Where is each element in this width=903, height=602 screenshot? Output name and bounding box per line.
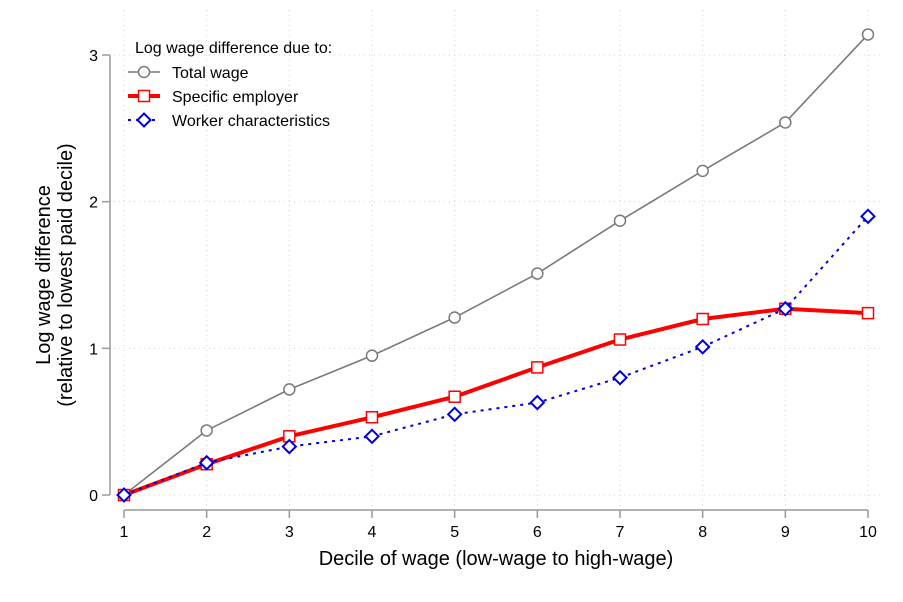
x-tick-label: 7 [616, 524, 625, 541]
diamond-marker [364, 428, 380, 445]
diamond-marker [116, 487, 132, 503]
series-line [123, 306, 869, 497]
diamond-marker [446, 406, 463, 423]
legend-label: Total wage [172, 65, 249, 82]
x-tick-label: 2 [202, 524, 211, 541]
legend-title: Log wage difference due to: [135, 40, 332, 57]
legend: Log wage difference due to: Total wage Sp… [128, 40, 332, 130]
y-axis-title-line-1: Log wage difference [33, 185, 55, 365]
circle-marker [283, 383, 296, 396]
y-tick-label: 0 [89, 488, 98, 505]
y-axis-title-line-2: (relative to lowest paid decile) [55, 143, 77, 406]
diamond-marker [694, 338, 711, 355]
x-tick-label: 3 [285, 524, 294, 541]
circle-marker [200, 424, 213, 437]
diamond-marker [860, 208, 876, 225]
diamond-icon [136, 112, 152, 128]
x-axis-ticks: 1 2 3 4 5 6 7 8 9 10 [120, 510, 877, 541]
circle-marker [696, 164, 709, 178]
diamond-marker [198, 454, 215, 471]
legend-label: Specific employer [172, 89, 299, 106]
y-tick-label: 3 [89, 48, 98, 65]
square-marker [365, 411, 379, 424]
y-axis-title: Log wage difference (relative to lowest … [33, 143, 77, 406]
x-tick-label: 9 [781, 524, 790, 541]
diamond-marker [281, 438, 298, 455]
diamond-marker [529, 394, 546, 411]
x-tick-label: 10 [859, 524, 877, 541]
legend-item: Total wage [128, 65, 249, 82]
circle-marker [861, 28, 875, 41]
circle-marker [365, 349, 379, 362]
square-marker [613, 333, 627, 346]
series-line [123, 33, 869, 496]
y-axis-ticks: 0 1 2 3 [89, 48, 110, 505]
legend-label: Worker characteristics [172, 113, 330, 130]
series-worker-characteristics [116, 208, 876, 503]
series-line [123, 215, 869, 496]
diamond-marker [612, 369, 628, 386]
y-tick-label: 2 [89, 195, 98, 212]
circle-marker [448, 311, 461, 324]
square-icon [137, 89, 151, 103]
x-tick-label: 6 [533, 524, 542, 541]
data-series [116, 28, 876, 503]
circle-marker [613, 214, 627, 227]
square-marker [531, 361, 544, 374]
square-marker [861, 306, 875, 320]
square-marker [448, 390, 461, 403]
series-specific-employer [117, 302, 875, 502]
diamond-marker [777, 300, 794, 317]
legend-items: Total wage Specific employer Worker charac… [128, 65, 330, 130]
x-tick-label: 4 [368, 524, 377, 541]
y-tick-label: 1 [89, 341, 98, 358]
square-marker [696, 312, 709, 326]
legend-item: Specific employer [128, 89, 299, 106]
x-axis-title: Decile of wage (low-wage to high-wage) [319, 548, 674, 570]
circle-marker [531, 267, 544, 280]
axes: 0 1 2 3 1 2 3 4 5 6 7 8 9 10 [89, 48, 877, 541]
circle-marker [779, 116, 792, 129]
x-tick-label: 8 [698, 524, 707, 541]
gridlines [114, 10, 882, 506]
legend-item: Worker characteristics [128, 112, 330, 130]
x-tick-label: 1 [120, 524, 129, 541]
circle-icon [137, 65, 151, 79]
x-tick-label: 5 [450, 524, 459, 541]
